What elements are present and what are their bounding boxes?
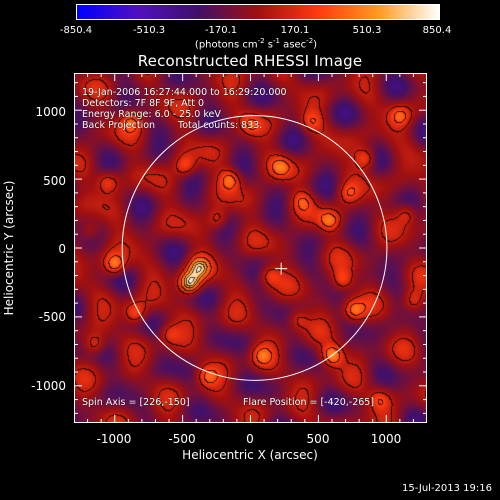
colorbar-tick: -510.3 xyxy=(132,25,166,36)
info-method: Back Projection xyxy=(82,120,156,131)
colorbar-tick: 170.1 xyxy=(280,25,310,36)
info-total-counts: Total counts: 833. xyxy=(178,120,263,131)
y-tick-label: 500 xyxy=(43,174,66,188)
colorbar xyxy=(76,4,440,20)
info-detectors: Detectors: 7F 8F 9F, Att 0 xyxy=(82,98,205,109)
x-tick-label: 0 xyxy=(246,432,254,446)
plot-overlay xyxy=(74,73,427,423)
info-spin-axis: Spin Axis = [226,-150] xyxy=(82,397,190,408)
x-tick-label: 500 xyxy=(306,432,330,446)
y-tick-label: -1000 xyxy=(31,379,66,393)
info-flare-position: Flare Position = [-420,-265] xyxy=(243,397,375,408)
y-tick-label: -500 xyxy=(38,310,66,324)
x-tick-label: -500 xyxy=(168,432,196,446)
rhessi-image-heatmap xyxy=(74,73,427,423)
colorbar-tick: -170.1 xyxy=(204,25,238,36)
x-tick-label: 1000 xyxy=(370,432,402,446)
spin-axis-crosshair xyxy=(275,262,288,275)
solar-limb-circle xyxy=(121,115,388,381)
colorbar-tick: 850.4 xyxy=(422,25,452,36)
colorbar-unit-label: (photons cm-2 s-1 asec-2) xyxy=(194,37,318,51)
axis-tick-marks xyxy=(74,73,427,423)
y-tick-label: 0 xyxy=(58,242,66,256)
chart-title: Reconstructed RHESSI Image xyxy=(137,52,363,70)
colorbar-tick: -850.4 xyxy=(59,25,93,36)
info-energy-range: Energy Range: 6.0 - 25.0 keV xyxy=(82,109,221,120)
x-tick-label: -1000 xyxy=(96,432,132,446)
y-axis-label: Heliocentric Y (arcsec) xyxy=(2,180,16,316)
plot-area: 19-Jan-2006 16:27:44.000 to 16:29:20.000… xyxy=(74,73,427,423)
y-tick-label: 1000 xyxy=(35,105,66,119)
info-time-range: 19-Jan-2006 16:27:44.000 to 16:29:20.000 xyxy=(82,87,287,98)
x-axis-label: Heliocentric X (arcsec) xyxy=(182,448,318,462)
plot-timestamp: 15-Jul-2013 19:16 xyxy=(401,483,492,494)
colorbar-tick: 510.3 xyxy=(352,25,382,36)
